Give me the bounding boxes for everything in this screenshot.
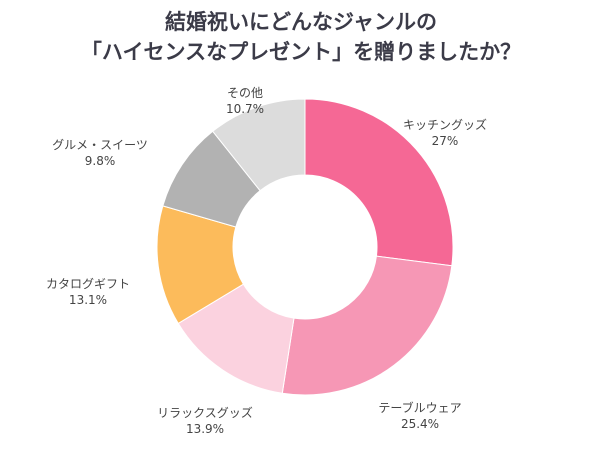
donut-slice [304,98,454,267]
chart-title-line-2: 「ハイセンスなプレゼント」を贈りましたか？ [80,40,522,64]
slice-label-name: テーブルウェア [378,401,462,415]
slice-label: キッチングッズ 27% [403,117,487,149]
slice-label-value: 13.1% [68,293,108,307]
slice-label-value: 25.4% [400,417,440,431]
donut-slice [281,255,453,396]
slice-label-value: 10.7% [225,102,265,116]
slice-label: テーブルウェア 25.4% [378,400,461,432]
slice-label: グルメ・スイーツ 9.8% [52,137,148,169]
slice-label: リラックスグッズ 13.9% [157,405,253,437]
chart-title-line-1: 結婚祝いにどんなジャンルの [165,10,437,34]
slice-label: その他 10.7% [226,85,264,117]
slice-label-value: 9.8% [84,154,116,168]
slice-label-value: 13.9% [185,422,225,436]
slice-label-name: リラックスグッズ [157,406,253,420]
donut-slice [212,98,306,192]
slice-label-name: キッチングッズ [402,118,488,132]
slice-label-name: グルメ・スイーツ [52,138,148,152]
slice-label: カタログギフト 13.1% [46,276,130,308]
slice-label-value: 27% [431,134,459,148]
slice-label-name: カタログギフト [45,277,131,291]
slice-label-name: その他 [226,86,263,100]
